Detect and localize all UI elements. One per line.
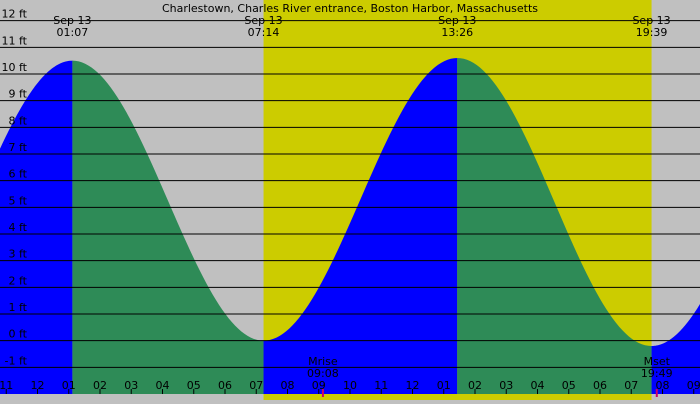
y-tick-label: 8 ft bbox=[9, 114, 28, 127]
y-tick-label: 6 ft bbox=[9, 168, 28, 181]
x-tick-label: 05 bbox=[562, 379, 576, 392]
x-tick-label: 08 bbox=[281, 379, 295, 392]
x-tick-label: 09 bbox=[687, 379, 700, 392]
x-tick-label: 07 bbox=[624, 379, 638, 392]
y-tick-label: 7 ft bbox=[9, 141, 28, 154]
y-tick-label: 0 ft bbox=[9, 328, 28, 341]
y-tick-label: 3 ft bbox=[9, 248, 28, 261]
moon-event-time: 09:08 bbox=[307, 367, 339, 380]
x-tick-label: 02 bbox=[93, 379, 107, 392]
x-tick-label: 01 bbox=[437, 379, 451, 392]
x-tick-label: 02 bbox=[468, 379, 482, 392]
y-tick-label: 11 ft bbox=[2, 34, 28, 47]
x-tick-label: 04 bbox=[156, 379, 170, 392]
moon-event-time: 19:49 bbox=[641, 367, 673, 380]
x-tick-label: 12 bbox=[31, 379, 45, 392]
x-tick-label: 03 bbox=[124, 379, 138, 392]
extreme-time-label: 13:26 bbox=[441, 26, 473, 39]
x-tick-label: 10 bbox=[343, 379, 357, 392]
extreme-time-label: 19:39 bbox=[636, 26, 668, 39]
x-tick-label: 06 bbox=[218, 379, 232, 392]
y-tick-label: 4 ft bbox=[9, 221, 28, 234]
y-tick-label: 9 ft bbox=[9, 88, 28, 101]
y-tick-label: 5 ft bbox=[9, 194, 28, 207]
y-tick-label: 10 ft bbox=[2, 61, 28, 74]
y-tick-label: 12 ft bbox=[2, 8, 28, 21]
x-tick-label: 04 bbox=[531, 379, 545, 392]
x-tick-label: 12 bbox=[406, 379, 420, 392]
x-tick-label: 05 bbox=[187, 379, 201, 392]
x-tick-label: 03 bbox=[499, 379, 513, 392]
x-tick-label: 11 bbox=[0, 379, 13, 392]
y-tick-label: 1 ft bbox=[9, 301, 28, 314]
chart-title: Charlestown, Charles River entrance, Bos… bbox=[162, 2, 538, 15]
y-tick-label: -1 ft bbox=[5, 354, 28, 367]
extreme-time-label: 07:14 bbox=[248, 26, 280, 39]
y-tick-label: 2 ft bbox=[9, 274, 28, 287]
x-tick-label: 01 bbox=[62, 379, 76, 392]
x-tick-label: 07 bbox=[249, 379, 263, 392]
x-axis: 11 12 01 02 03 04 05 06 07 08 09 10 11 12 01 02 03 04 05 06… bbox=[0, 379, 700, 394]
x-tick-label: 06 bbox=[593, 379, 607, 392]
extreme-time-label: 01:07 bbox=[57, 26, 89, 39]
x-tick-label: 11 bbox=[374, 379, 388, 392]
